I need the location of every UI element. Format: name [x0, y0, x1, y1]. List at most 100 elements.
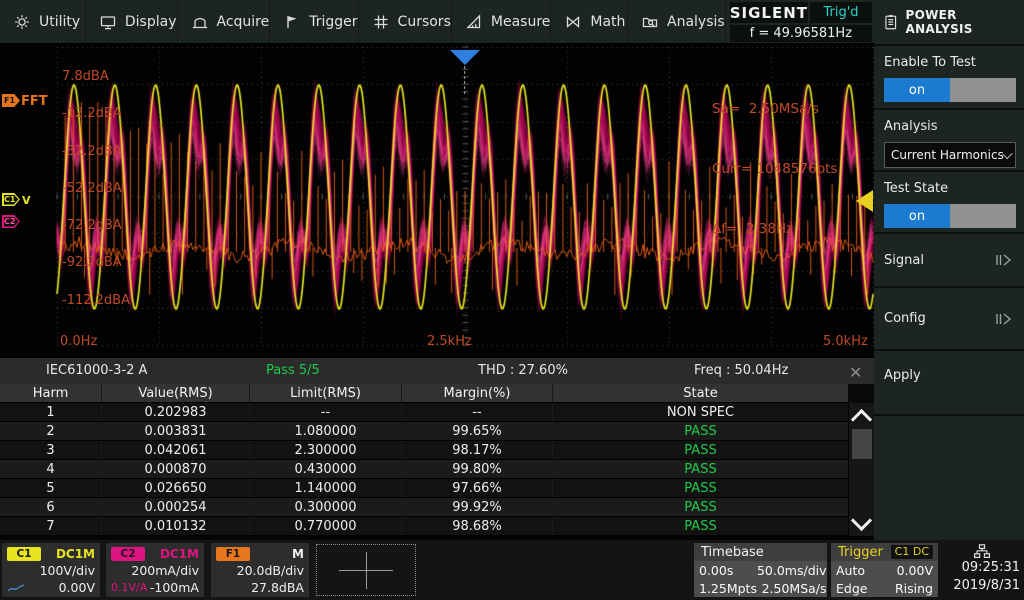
menu-utility[interactable]: Utility: [0, 0, 86, 43]
table-cell: NON SPEC: [666, 404, 735, 420]
y-axis-label: -12.2dBA: [62, 106, 122, 122]
channel-c2-descriptor[interactable]: C2 DC1M 200mA/div 0.1V/A -100mA: [106, 543, 204, 597]
trigger-source-chip: C1 DC: [890, 545, 933, 559]
menu-trigger[interactable]: Trigger: [270, 0, 359, 43]
table-cell: PASS: [684, 423, 717, 439]
test-state-toggle[interactable]: on: [884, 204, 1016, 228]
ruler-icon: [466, 13, 481, 28]
time-readout: 09:25:31: [961, 560, 1020, 575]
clipboard-icon: [885, 15, 897, 30]
menu-label: Cursors: [397, 13, 451, 30]
clock-panel: 09:25:31 2019/8/31: [944, 543, 1020, 597]
freq-readout: Freq : 50.04Hz: [694, 363, 789, 378]
table-cell: 97.66%: [402, 479, 553, 497]
date-readout: 2019/8/31: [953, 578, 1020, 593]
column-state: State: [683, 385, 718, 401]
table-cell: 1.140000: [250, 479, 402, 497]
menu-measure[interactable]: Measure: [452, 0, 552, 43]
y-axis-label: -112.2dBA: [62, 292, 130, 308]
c2-badge: C2: [111, 547, 145, 561]
table-cell: 1.080000: [250, 422, 402, 440]
analysis-type-dropdown[interactable]: Current Harmonics: [884, 142, 1016, 168]
column-value: Value(RMS): [102, 384, 250, 402]
table-cell: 0.300000: [250, 498, 402, 516]
trigger-panel[interactable]: Trigger C1 DC Auto 0.00V Edge Rising: [831, 543, 938, 597]
table-cell: 98.17%: [402, 441, 553, 459]
apply-button[interactable]: Apply: [874, 351, 1024, 416]
scroll-down-button[interactable]: [849, 509, 874, 536]
menu-label: Trigger: [309, 13, 358, 30]
timebase-panel[interactable]: Timebase 0.00s 50.0ms/div 1.25Mpts 2.50M…: [694, 543, 827, 597]
table-cell: 7: [0, 517, 102, 535]
apply-label: Apply: [884, 368, 921, 383]
enable-to-test-label: Enable To Test: [884, 55, 976, 70]
table-cell: 99.80%: [402, 460, 553, 478]
trigger-level-marker[interactable]: [856, 190, 873, 212]
pass-summary: Pass 5/5: [266, 363, 320, 378]
test-state-section: Test State on: [874, 172, 1024, 234]
trigger-level: 0.00V: [896, 562, 933, 578]
f1-offset-marker[interactable]: F1: [2, 94, 20, 107]
frequency-readout: f = 49.96581Hz: [729, 25, 872, 42]
menu-label: Measure: [490, 13, 551, 30]
table-row: 6 0.000254 0.300000 99.92% PASS: [0, 498, 848, 517]
menu-analysis[interactable]: Analysis: [628, 0, 726, 43]
status-block: SIGLENT Trig'd f = 49.96581Hz: [726, 0, 874, 43]
table-cell: --: [402, 403, 553, 421]
marker-arrow-fill: [3, 216, 19, 227]
table-cell: 0.042061: [102, 441, 250, 459]
c2-offset-marker[interactable]: C2: [2, 215, 20, 228]
y-axis-label: -52.2dBA: [62, 180, 122, 196]
menu-cursors[interactable]: Cursors: [359, 0, 452, 43]
table-cell: 4: [0, 460, 102, 478]
menu-label: Acquire: [216, 13, 270, 30]
menu-display[interactable]: Display: [86, 0, 178, 43]
y-axis-label: -92.2dBA: [62, 255, 122, 271]
table-cell: 2: [0, 422, 102, 440]
analysis-label: Analysis: [884, 119, 938, 134]
marker-label: C1: [4, 195, 16, 204]
chevron-down-icon: [850, 509, 873, 531]
toggle-on-state: on: [884, 204, 950, 228]
math-icon: [567, 15, 580, 28]
trigger-position-marker[interactable]: [450, 50, 480, 65]
timebase-points: 1.25Mpts: [699, 580, 757, 596]
gear-icon: [15, 14, 29, 29]
menu-math[interactable]: Math: [551, 0, 629, 43]
table-scrollbar: [848, 403, 874, 536]
enable-to-test-toggle[interactable]: on: [884, 78, 1016, 102]
scrollbar-thumb[interactable]: [851, 429, 872, 459]
acquire-icon: [192, 17, 207, 28]
config-menu-item[interactable]: Config: [874, 288, 1024, 351]
empty-channel-slot[interactable]: [316, 544, 416, 596]
signal-menu-item[interactable]: Signal: [874, 234, 1024, 288]
table-cell: 0.202983: [102, 403, 250, 421]
column-margin: Margin(%): [402, 384, 553, 402]
waveform-canvas[interactable]: [0, 44, 874, 354]
scroll-up-button[interactable]: [849, 403, 874, 430]
x-axis-label: 0.0Hz: [60, 334, 98, 349]
menu-acquire[interactable]: Acquire: [178, 0, 271, 43]
table-cell: 99.92%: [402, 498, 553, 516]
acquisition-info: Sa= 2.50MSa/s Curr= 1048576pts Δf= 2.38H…: [712, 59, 837, 279]
menu-label: Math: [590, 13, 626, 30]
menu-label: Display: [124, 13, 177, 30]
standard-title: IEC61000-3-2 A: [46, 363, 148, 378]
close-icon[interactable]: ✕: [849, 363, 863, 382]
test-summary-bar: IEC61000-3-2 A Pass 5/5 THD : 27.60% Fre…: [0, 358, 874, 384]
channel-f1-descriptor[interactable]: F1 M 20.0dB/div 27.8dBA: [211, 543, 309, 597]
f1-mode: M: [292, 547, 304, 561]
sample-rate-readout: Sa= 2.50MSa/s: [712, 101, 819, 117]
toggle-on-state: on: [884, 78, 950, 102]
trigger-title: Trigger: [838, 544, 883, 560]
table-row: 1 0.202983 -- -- NON SPEC: [0, 403, 848, 422]
marker-label: F1: [4, 96, 16, 105]
table-cell: 5: [0, 479, 102, 497]
c1-offset-marker[interactable]: C1: [2, 193, 20, 206]
fft-trace-label: FFT: [21, 94, 48, 109]
channel-c1-descriptor[interactable]: C1 DC1M 100V/div 0.00V: [2, 543, 100, 597]
panel-header: POWER ANALYSIS: [874, 0, 1024, 46]
table-cell: PASS: [684, 518, 717, 534]
table-row: 3 0.042061 2.300000 98.17% PASS: [0, 441, 848, 460]
x-axis-label: 2.5kHz: [427, 334, 472, 349]
